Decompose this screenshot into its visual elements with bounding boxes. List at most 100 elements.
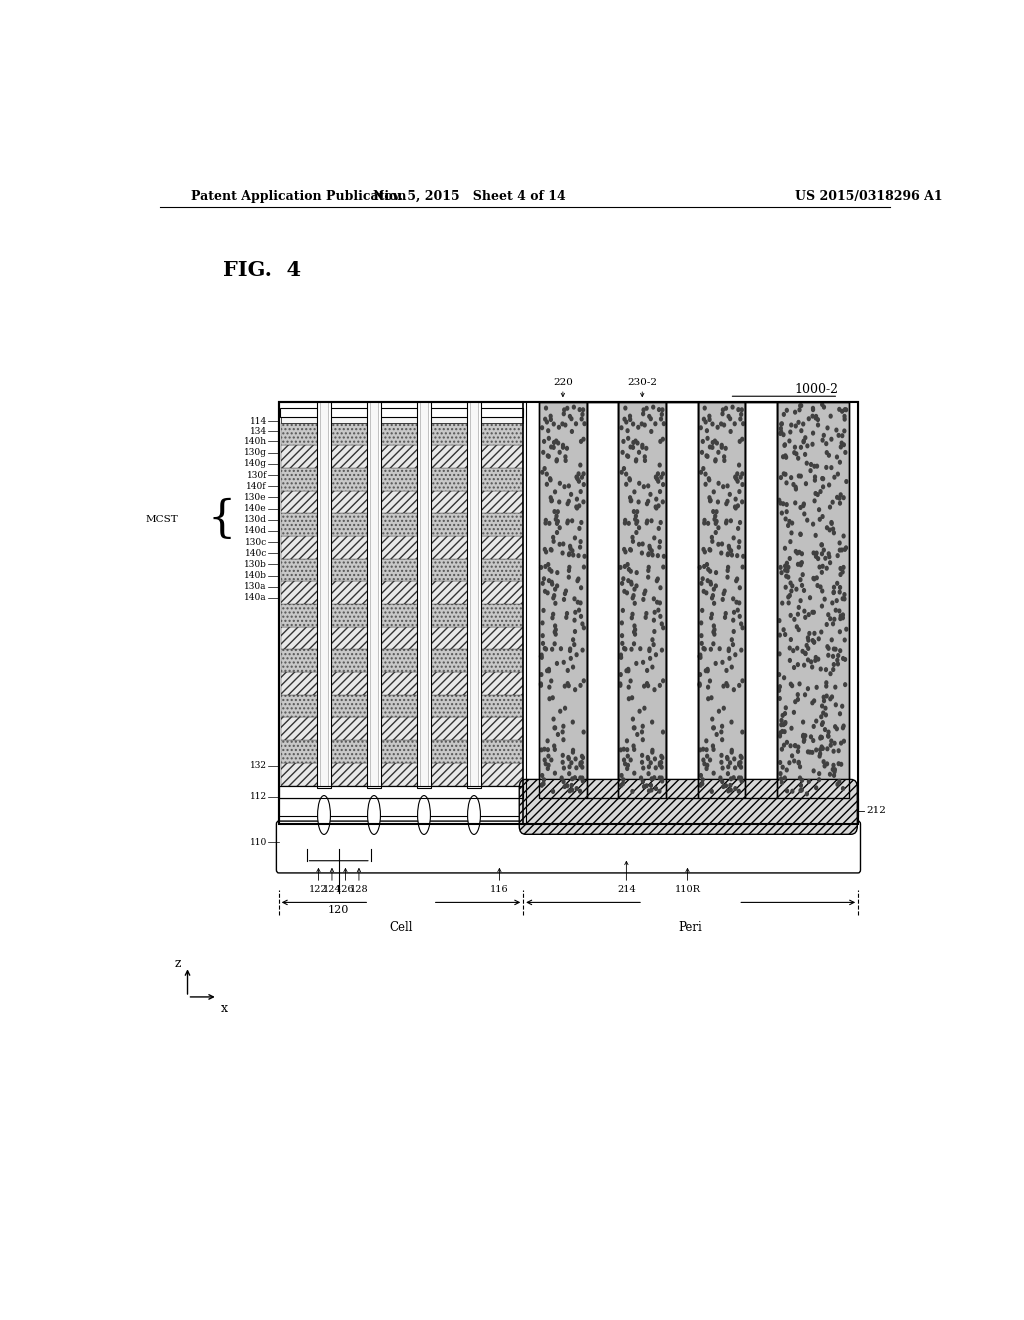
Circle shape (630, 582, 633, 586)
Circle shape (736, 479, 739, 483)
Circle shape (624, 417, 626, 421)
Circle shape (659, 440, 662, 444)
Circle shape (837, 473, 840, 477)
Circle shape (558, 482, 561, 486)
Circle shape (841, 409, 844, 413)
Circle shape (552, 422, 555, 426)
Circle shape (794, 502, 797, 504)
Bar (282, 627, 523, 649)
Circle shape (545, 519, 547, 523)
Circle shape (815, 685, 818, 689)
Circle shape (726, 576, 729, 579)
Circle shape (546, 591, 549, 595)
Circle shape (843, 429, 846, 433)
Circle shape (568, 565, 570, 569)
Circle shape (660, 766, 664, 770)
Circle shape (737, 776, 740, 780)
Circle shape (579, 408, 581, 412)
Circle shape (551, 616, 554, 619)
Circle shape (799, 404, 802, 408)
Circle shape (825, 466, 827, 469)
Circle shape (583, 678, 585, 682)
Circle shape (788, 540, 792, 544)
Circle shape (628, 521, 630, 525)
Circle shape (797, 746, 800, 748)
Circle shape (556, 531, 558, 535)
Circle shape (727, 789, 730, 793)
Circle shape (817, 508, 820, 512)
Circle shape (821, 477, 823, 480)
Circle shape (794, 411, 797, 414)
Circle shape (659, 760, 663, 764)
Circle shape (631, 612, 634, 616)
Circle shape (706, 454, 709, 458)
Circle shape (707, 668, 709, 671)
Circle shape (709, 417, 711, 421)
FancyBboxPatch shape (519, 779, 857, 834)
Circle shape (838, 408, 841, 411)
Circle shape (721, 780, 724, 784)
Circle shape (571, 665, 574, 669)
Circle shape (799, 578, 802, 582)
Circle shape (803, 610, 806, 612)
Circle shape (738, 586, 741, 590)
Circle shape (794, 744, 797, 747)
Circle shape (578, 554, 580, 557)
Circle shape (712, 510, 715, 513)
Circle shape (643, 591, 646, 595)
Circle shape (564, 458, 567, 462)
Circle shape (561, 422, 564, 426)
Circle shape (553, 744, 556, 748)
Circle shape (778, 734, 781, 738)
Circle shape (549, 477, 552, 480)
Circle shape (626, 748, 629, 751)
Circle shape (798, 628, 800, 631)
Circle shape (795, 451, 798, 455)
Circle shape (709, 569, 712, 573)
Circle shape (821, 477, 824, 480)
Circle shape (798, 474, 801, 478)
Circle shape (792, 649, 795, 652)
Circle shape (631, 789, 634, 793)
Circle shape (567, 569, 570, 573)
Circle shape (817, 557, 819, 561)
Circle shape (562, 780, 565, 784)
Circle shape (542, 642, 545, 645)
Circle shape (783, 444, 786, 447)
Bar (282, 445, 523, 469)
Circle shape (566, 669, 569, 672)
Circle shape (799, 506, 802, 510)
Circle shape (656, 479, 659, 483)
Circle shape (791, 531, 793, 535)
Circle shape (656, 577, 659, 581)
Circle shape (821, 747, 824, 750)
Circle shape (630, 499, 632, 503)
Circle shape (633, 510, 635, 513)
Circle shape (718, 709, 720, 713)
Circle shape (728, 656, 731, 660)
Circle shape (726, 684, 729, 688)
Circle shape (712, 630, 715, 634)
Circle shape (715, 521, 717, 525)
Circle shape (581, 622, 584, 626)
Circle shape (621, 642, 624, 645)
Circle shape (552, 446, 555, 449)
Circle shape (778, 685, 781, 689)
Circle shape (653, 776, 655, 780)
Circle shape (652, 405, 654, 409)
Circle shape (741, 473, 743, 475)
Circle shape (663, 554, 666, 558)
Circle shape (838, 496, 841, 500)
Circle shape (843, 414, 846, 418)
Circle shape (566, 502, 569, 506)
Circle shape (741, 565, 744, 569)
Circle shape (568, 552, 570, 556)
Circle shape (812, 408, 814, 412)
Circle shape (834, 742, 836, 744)
Circle shape (646, 519, 648, 523)
Circle shape (659, 475, 663, 479)
Circle shape (820, 630, 822, 634)
Circle shape (806, 444, 809, 447)
Circle shape (657, 504, 659, 508)
Circle shape (826, 734, 829, 738)
